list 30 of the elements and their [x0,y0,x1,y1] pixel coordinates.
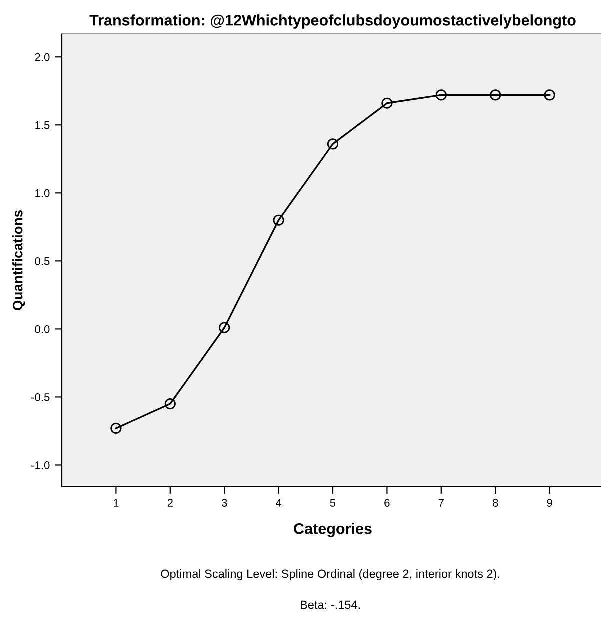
point [436,90,447,101]
y-tick-label: -0.5 [32,393,50,402]
x-tick-label: 4 [276,499,282,507]
x-tick-label: 9 [547,499,552,507]
y-tick-label: -1.0 [32,462,50,470]
y-tick-label: 0.0 [35,325,50,334]
x-tick-label: 3 [222,499,228,507]
y-tick-label: 1.0 [36,189,50,198]
text: Beta: -.154. [301,600,360,610]
x-tick-label: 7 [438,499,444,507]
point [273,214,284,226]
x-axis-title: Categories [294,523,372,538]
y-tick-label: 1.5 [36,122,50,130]
x-tick-label: 5 [330,499,336,507]
chart-title: Transformation: @12Whichtypeofclubsdoyoumostactivelybelongto [90,14,576,29]
x-tick-label: 2 [168,499,173,507]
point [544,90,556,101]
point [382,98,393,109]
point [164,398,176,410]
text: Optimal Scaling Level: Spline Ordinal (degree 2, interior knots 2). [161,569,500,581]
point [219,322,230,334]
x-tick-label: 1 [114,499,119,507]
y-axis-title: Quantifications [12,210,26,310]
y-tick-label: 0.5 [35,257,50,266]
point [110,422,122,434]
x-tick-label: 6 [384,499,390,507]
point [490,90,502,101]
x-tick-label: 8 [492,499,498,507]
y-tick-label: 2.0 [35,53,50,62]
point [327,138,339,150]
